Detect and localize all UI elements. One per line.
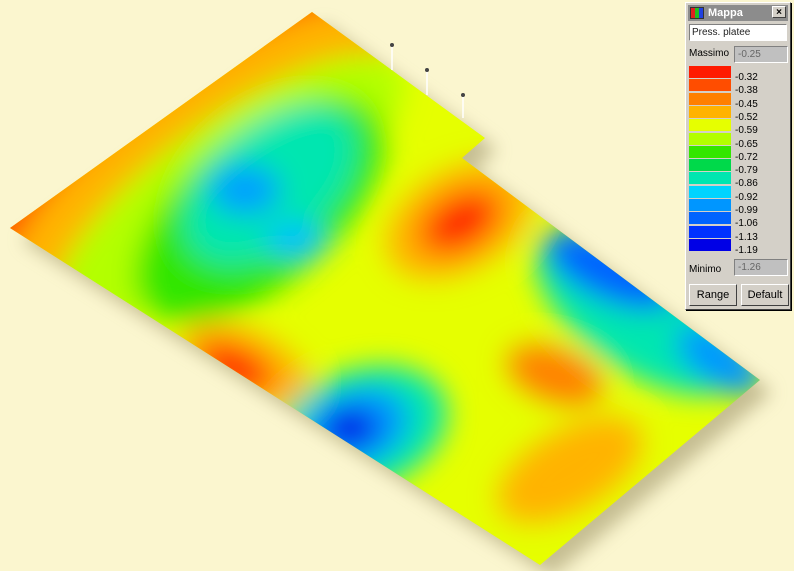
- legend-swatch: [689, 185, 731, 198]
- legend-value: -0.79: [735, 165, 758, 177]
- legend-value: -0.86: [735, 178, 758, 190]
- legend-value: -0.59: [735, 125, 758, 137]
- map-legend-window[interactable]: Mappa × Press. platee Massimo -0.25 -0.3…: [685, 2, 791, 310]
- marker-posts: [391, 45, 464, 118]
- legend-swatch: [689, 92, 731, 105]
- window-titlebar[interactable]: Mappa ×: [688, 5, 788, 21]
- legend-value: -1.19: [735, 244, 758, 256]
- mappa-app-icon: [690, 7, 704, 19]
- legend-swatch: [689, 199, 731, 211]
- legend-swatch: [689, 238, 731, 251]
- default-button[interactable]: Default: [741, 284, 789, 306]
- legend-swatch: [689, 225, 731, 238]
- legend-swatch: [689, 79, 731, 92]
- close-button[interactable]: ×: [772, 6, 786, 18]
- legend-value: -0.38: [735, 85, 758, 97]
- legend-swatch: [689, 66, 731, 78]
- legend-value: -0.72: [735, 151, 758, 163]
- legend-swatch: [689, 132, 731, 145]
- legend-value: -0.65: [735, 138, 758, 150]
- legend-value: -0.99: [735, 205, 758, 216]
- legend-value: -0.92: [735, 191, 758, 203]
- legend-swatch: [689, 212, 731, 225]
- legend-value: -0.32: [735, 72, 758, 83]
- legend-swatch: [689, 105, 731, 118]
- window-title: Mappa: [708, 7, 743, 19]
- color-legend: -0.32 -0.38 -0.45 -0.52 -0.59 -0.65 -0.72 -0.79…: [686, 66, 792, 256]
- quantity-select[interactable]: Press. platee: [689, 24, 787, 41]
- legend-value: -0.52: [735, 111, 758, 123]
- min-value-field[interactable]: -1.26: [734, 259, 788, 276]
- close-icon: ×: [776, 7, 782, 18]
- min-label: Minimo: [689, 264, 722, 275]
- max-value-field[interactable]: -0.25: [734, 46, 788, 63]
- legend-swatch: [689, 172, 731, 185]
- legend-value: -1.06: [735, 218, 758, 230]
- range-button[interactable]: Range: [689, 284, 737, 306]
- marker-post-heads: [390, 43, 465, 97]
- legend-value: -1.13: [735, 231, 758, 243]
- legend-swatch: [689, 145, 731, 158]
- max-label: Massimo: [689, 48, 730, 59]
- legend-swatch: [689, 119, 731, 132]
- legend-swatch: [689, 159, 731, 172]
- legend-value: -0.45: [735, 98, 758, 110]
